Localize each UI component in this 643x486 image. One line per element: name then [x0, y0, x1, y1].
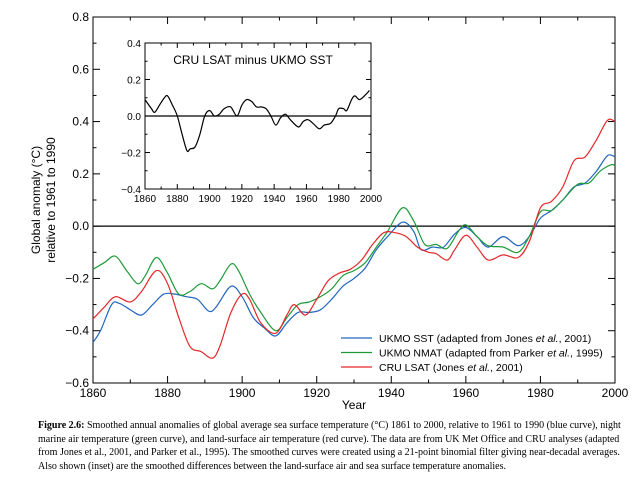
x-tick-label: 1940 [263, 194, 286, 205]
x-tick-label: 1860 [80, 386, 107, 400]
legend-label-2: CRU LSAT (Jones et al., 2001) [379, 362, 523, 374]
y-tick-label: 0.4 [72, 115, 89, 129]
series-line-2 [92, 118, 616, 359]
x-tick-label: 1960 [295, 194, 318, 205]
main-plot: 1860 1880 1900 1920 1940 1960 1980 2000 0.8 0.6 0.… [65, 10, 628, 400]
x-tick-label: 1900 [229, 386, 256, 400]
x-tick-label: 1920 [303, 386, 330, 400]
x-tick-label: 1880 [166, 194, 189, 205]
y-tick-label: −0.2 [65, 271, 89, 285]
x-axis-label: Year [342, 398, 366, 412]
y-tick-label: 0.6 [72, 62, 89, 76]
x-tick-label: 1920 [231, 194, 254, 205]
series-line-0 [144, 90, 370, 153]
x-tick-label: 1860 [134, 194, 157, 205]
legend: UKMO SST (adapted from Jones et al., 200… [341, 333, 603, 374]
y-axis-label: Global anomaly (°C) relative to 1961 to … [29, 137, 58, 263]
y-tick-label: 0.8 [72, 10, 89, 24]
x-tick-label: 1980 [527, 386, 554, 400]
inset-plot: 1860 1880 1900 1920 1940 1960 1980 2000 0.4 0.2 0.… [121, 39, 382, 205]
y-tick-label: 0.2 [72, 167, 89, 181]
x-tick-label: 1980 [328, 194, 351, 205]
y-tick-label: −0.4 [121, 185, 141, 196]
y-tick-label: 0.0 [127, 112, 141, 123]
x-tick-label: 1900 [198, 194, 221, 205]
legend-label-1: UKMO NMAT (adapted from Parker et al., 1… [379, 348, 603, 360]
series-line-1 [92, 163, 616, 332]
y-axis-label-line2: relative to 1961 to 1990 [44, 137, 58, 263]
x-tick-label: 1960 [453, 386, 480, 400]
y-tick-label: −0.4 [65, 324, 89, 338]
caption-label: Figure 2.6: [38, 420, 85, 431]
x-tick-label: 1880 [154, 386, 181, 400]
y-tick-label: −0.6 [65, 376, 89, 390]
figure-caption: Figure 2.6: Smoothed annual anomalies of… [38, 419, 630, 473]
y-axis-label-line1: Global anomaly (°C) [29, 146, 43, 254]
inset-title: CRU LSAT minus UKMO SST [173, 53, 333, 67]
legend-label-0: UKMO SST (adapted from Jones et al., 200… [379, 333, 591, 345]
y-tick-label: −0.2 [121, 149, 141, 160]
x-tick-label: 2000 [602, 386, 629, 400]
x-tick-label: 1940 [378, 386, 405, 400]
x-tick-label: 2000 [360, 194, 383, 205]
y-tick-label: 0.4 [127, 39, 141, 50]
caption-text: Smoothed annual anomalies of global aver… [38, 420, 621, 472]
y-tick-label: 0.2 [127, 76, 141, 87]
y-tick-label: 0.0 [72, 219, 89, 233]
